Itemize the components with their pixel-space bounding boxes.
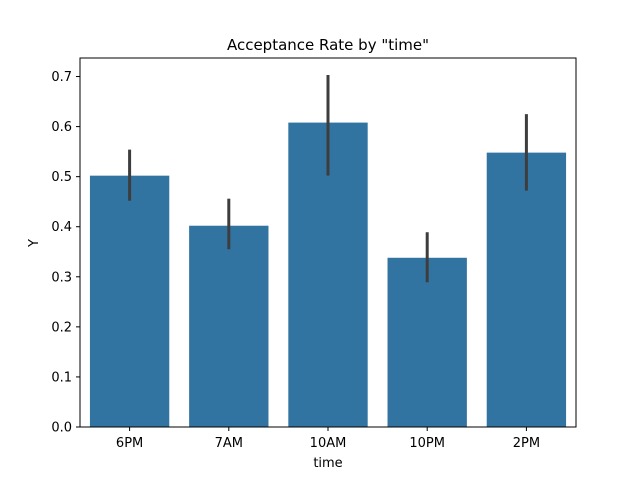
chart-title: Acceptance Rate by "time" — [227, 36, 429, 54]
bar-7am — [189, 225, 269, 427]
x-tick-label: 10AM — [310, 436, 347, 451]
bar-10pm — [387, 257, 467, 427]
bars-group — [89, 122, 567, 427]
x-tick-label: 7AM — [215, 436, 243, 451]
x-axis-label: time — [313, 456, 342, 471]
x-tick-label: 6PM — [116, 436, 143, 451]
x-axis: 6PM 7AM 10AM 10PM 2PM — [116, 427, 540, 451]
bar-2pm — [486, 152, 567, 427]
plot-frame — [79, 57, 577, 428]
y-tick-label: 0.3 — [51, 270, 72, 285]
y-tick-label: 0.5 — [51, 170, 72, 185]
y-tick-label: 0.6 — [51, 120, 72, 135]
y-tick-label: 0.0 — [51, 421, 72, 436]
x-tick-label: 10PM — [409, 436, 445, 451]
y-tick-label: 0.4 — [51, 220, 72, 235]
x-tick-label: 2PM — [513, 436, 540, 451]
y-axis: 0.0 0.1 0.2 0.3 0.4 0.5 0.6 0.7 — [51, 70, 80, 436]
y-tick-label: 0.2 — [51, 320, 72, 335]
y-tick-label: 0.1 — [51, 370, 72, 385]
y-tick-label: 0.7 — [51, 70, 72, 85]
error-bars-group — [128, 75, 528, 283]
bar-6pm — [89, 175, 170, 427]
y-axis-label: Y — [27, 239, 42, 248]
